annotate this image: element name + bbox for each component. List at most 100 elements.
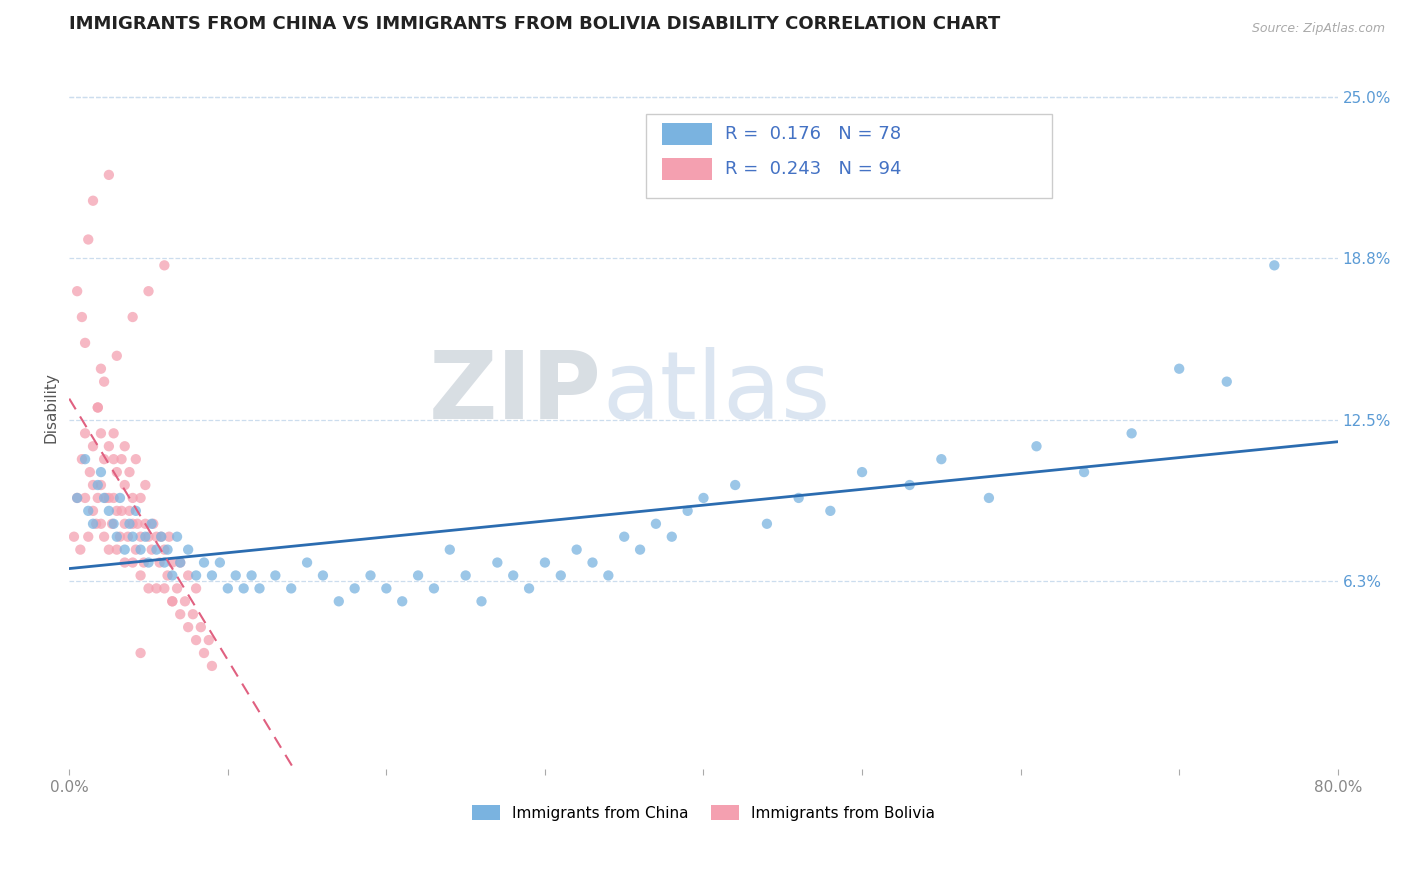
- Point: [486, 556, 509, 570]
- Point: [150, 530, 173, 544]
- Point: [156, 568, 179, 582]
- Point: [598, 568, 620, 582]
- Point: [129, 646, 152, 660]
- Point: [114, 478, 136, 492]
- Point: [676, 504, 699, 518]
- Point: [166, 530, 188, 544]
- Point: [142, 516, 165, 531]
- Point: [201, 568, 224, 582]
- Y-axis label: Disability: Disability: [44, 372, 58, 443]
- Point: [150, 530, 173, 544]
- Point: [121, 530, 143, 544]
- Point: [138, 284, 160, 298]
- Point: [75, 335, 97, 350]
- Point: [145, 582, 167, 596]
- Point: [264, 568, 287, 582]
- Point: [162, 594, 184, 608]
- Point: [177, 620, 200, 634]
- Point: [613, 530, 636, 544]
- Point: [931, 452, 953, 467]
- Point: [93, 375, 115, 389]
- Point: [149, 556, 172, 570]
- Point: [208, 556, 231, 570]
- Point: [103, 516, 125, 531]
- Point: [75, 426, 97, 441]
- Point: [692, 491, 714, 505]
- Point: [360, 568, 382, 582]
- Point: [90, 426, 112, 441]
- Text: R =  0.176   N = 78: R = 0.176 N = 78: [725, 125, 901, 143]
- Point: [166, 582, 188, 596]
- Point: [454, 568, 477, 582]
- Point: [87, 478, 110, 492]
- Point: [138, 582, 160, 596]
- Point: [661, 530, 683, 544]
- Text: ZIP: ZIP: [429, 347, 602, 439]
- Point: [156, 542, 179, 557]
- Point: [125, 542, 148, 557]
- Point: [110, 504, 132, 518]
- Point: [82, 504, 104, 518]
- Point: [69, 542, 91, 557]
- Text: atlas: atlas: [602, 347, 831, 439]
- Bar: [662, 123, 713, 145]
- Text: Source: ZipAtlas.com: Source: ZipAtlas.com: [1251, 22, 1385, 36]
- Point: [70, 452, 93, 467]
- Point: [295, 556, 318, 570]
- Point: [153, 556, 176, 570]
- Point: [157, 530, 180, 544]
- Point: [328, 594, 350, 608]
- Point: [375, 582, 398, 596]
- Point: [93, 491, 115, 505]
- Point: [312, 568, 335, 582]
- Point: [90, 361, 112, 376]
- Point: [90, 478, 112, 492]
- Point: [84, 516, 107, 531]
- Point: [184, 582, 207, 596]
- Point: [1025, 439, 1047, 453]
- Point: [108, 491, 131, 505]
- Point: [581, 556, 603, 570]
- Point: [898, 478, 921, 492]
- Legend: Immigrants from China, Immigrants from Bolivia: Immigrants from China, Immigrants from B…: [465, 798, 941, 827]
- Point: [820, 504, 842, 518]
- Point: [169, 556, 191, 570]
- Point: [184, 633, 207, 648]
- Point: [97, 168, 120, 182]
- Point: [114, 516, 136, 531]
- Point: [118, 516, 141, 531]
- Point: [190, 620, 212, 634]
- Point: [153, 258, 176, 272]
- Point: [153, 542, 176, 557]
- Point: [550, 568, 572, 582]
- Point: [1263, 258, 1285, 272]
- Point: [851, 465, 873, 479]
- Point: [134, 478, 156, 492]
- Point: [1121, 426, 1143, 441]
- Point: [141, 516, 163, 531]
- Point: [105, 349, 128, 363]
- Point: [141, 542, 163, 557]
- Point: [169, 607, 191, 622]
- Point: [174, 594, 197, 608]
- Point: [117, 530, 139, 544]
- Point: [87, 491, 110, 505]
- Point: [153, 582, 176, 596]
- Point: [232, 582, 254, 596]
- Point: [193, 646, 215, 660]
- Point: [82, 516, 104, 531]
- Point: [193, 556, 215, 570]
- Point: [162, 556, 184, 570]
- Point: [101, 516, 124, 531]
- Point: [724, 478, 747, 492]
- Point: [121, 556, 143, 570]
- Point: [121, 310, 143, 324]
- Point: [343, 582, 366, 596]
- Point: [90, 465, 112, 479]
- Point: [502, 568, 524, 582]
- Point: [70, 310, 93, 324]
- Point: [129, 542, 152, 557]
- Point: [75, 452, 97, 467]
- Point: [391, 594, 413, 608]
- Point: [129, 568, 152, 582]
